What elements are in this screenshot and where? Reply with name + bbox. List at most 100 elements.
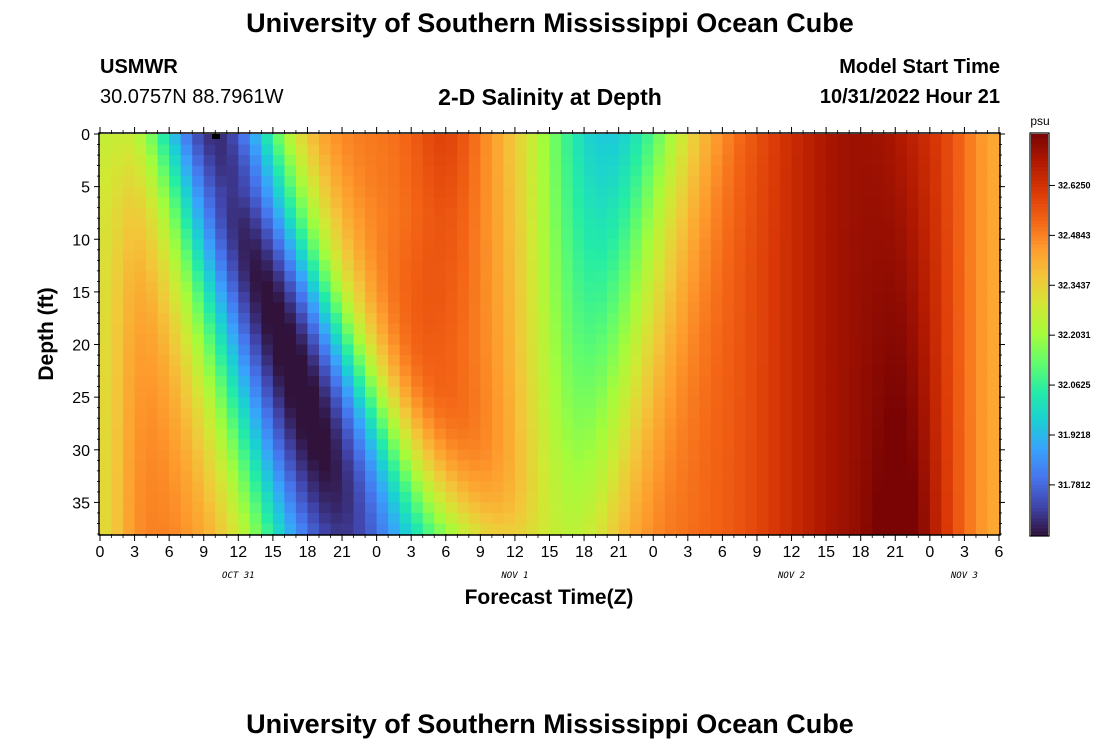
heatmap-cell — [641, 512, 654, 525]
heatmap-cell — [422, 134, 435, 146]
x-tick-label: 6 — [718, 544, 727, 561]
heatmap-cell — [676, 512, 689, 525]
heatmap-cell — [238, 249, 251, 261]
heatmap-cell — [295, 334, 309, 346]
heatmap-cell — [699, 218, 712, 230]
heatmap-cell — [353, 270, 366, 282]
heatmap-cell — [399, 176, 412, 188]
heatmap-cell — [146, 144, 159, 156]
heatmap-cell — [272, 239, 286, 251]
heatmap-cell — [480, 239, 493, 251]
heatmap-cell — [445, 460, 458, 472]
heatmap-cell — [941, 355, 954, 367]
heatmap-cell — [353, 470, 366, 482]
heatmap-cell — [491, 165, 504, 177]
heatmap-cell — [561, 512, 574, 525]
heatmap-cell — [630, 439, 643, 451]
heatmap-cell — [964, 134, 977, 146]
heatmap-cell — [434, 260, 447, 272]
heatmap-cell — [457, 176, 470, 188]
heatmap-cell — [526, 218, 539, 230]
heatmap-cell — [826, 312, 839, 325]
heatmap-cell — [572, 481, 585, 493]
heatmap-cell — [284, 376, 297, 388]
heatmap-cell — [676, 418, 689, 430]
heatmap-cell — [595, 144, 608, 156]
heatmap-cell — [941, 281, 954, 293]
heatmap-cell — [537, 239, 551, 251]
heatmap-cell — [595, 323, 608, 335]
heatmap-cell — [872, 397, 885, 409]
heatmap-cell — [664, 260, 677, 272]
heatmap-cell — [457, 439, 470, 451]
heatmap-cell — [203, 186, 216, 198]
heatmap-cell — [399, 491, 412, 504]
heatmap-cell — [157, 281, 170, 293]
heatmap-cell — [457, 134, 470, 146]
heatmap-cell — [272, 197, 286, 209]
heatmap-cell — [134, 207, 147, 219]
heatmap-cell — [780, 334, 793, 346]
heatmap-cell — [434, 512, 447, 525]
heatmap-cell — [295, 502, 309, 514]
heatmap-cell — [791, 355, 804, 367]
heatmap-cell — [630, 249, 643, 261]
heatmap-cell — [272, 186, 286, 198]
heatmap-cell — [284, 365, 297, 377]
heatmap-cell — [249, 270, 262, 282]
heatmap-cell — [699, 270, 712, 282]
heatmap-cell — [975, 439, 989, 451]
heatmap-cell — [618, 291, 631, 304]
heatmap-cell — [169, 323, 182, 335]
heatmap-cell — [111, 312, 124, 325]
heatmap-cell — [641, 155, 654, 167]
heatmap-cell — [710, 418, 723, 430]
heatmap-cell — [203, 418, 216, 430]
heatmap-cell — [111, 491, 124, 504]
heatmap-cell — [722, 134, 735, 146]
heatmap-cell — [180, 428, 193, 440]
heatmap-cell — [768, 355, 781, 367]
heatmap-cell — [572, 386, 585, 398]
heatmap-cell — [180, 491, 193, 504]
heatmap-cell — [445, 134, 458, 146]
colorbar-segment — [1031, 184, 1048, 189]
heatmap-cell — [388, 144, 401, 156]
heatmap-cell — [249, 302, 262, 314]
heatmap-cell — [468, 344, 481, 356]
heatmap-cell — [180, 249, 193, 261]
heatmap-cell — [526, 449, 539, 461]
heatmap-cell — [964, 365, 977, 377]
colorbar-segment — [1031, 207, 1048, 212]
heatmap-cell — [422, 439, 435, 451]
heatmap-cell — [411, 270, 424, 282]
heatmap-cell — [388, 344, 401, 356]
heatmap-cell — [722, 228, 735, 240]
heatmap-cell — [733, 155, 747, 167]
heatmap-cell — [549, 407, 562, 419]
heatmap-cell — [595, 355, 608, 367]
colorbar-segment — [1031, 150, 1048, 155]
heatmap-cell — [584, 365, 597, 377]
heatmap-cell — [745, 344, 758, 356]
heatmap-cell — [411, 439, 424, 451]
heatmap-cell — [584, 386, 597, 398]
heatmap-cell — [503, 260, 516, 272]
heatmap-cell — [134, 197, 147, 209]
heatmap-cell — [641, 176, 654, 188]
colorbar-segment — [1031, 294, 1048, 299]
heatmap-cell — [826, 144, 839, 156]
heatmap-cell — [434, 386, 447, 398]
heatmap-cell — [192, 323, 205, 335]
heatmap-cell — [664, 407, 677, 419]
heatmap-cell — [653, 134, 666, 146]
heatmap-cell — [376, 523, 389, 535]
heatmap-cell — [687, 165, 700, 177]
colorbar-frame — [1029, 132, 1050, 537]
heatmap-cell — [215, 386, 228, 398]
heatmap-cell — [318, 165, 332, 177]
heatmap-cell — [768, 491, 781, 504]
heatmap-cell — [987, 270, 1000, 282]
heatmap-cell — [180, 460, 193, 472]
